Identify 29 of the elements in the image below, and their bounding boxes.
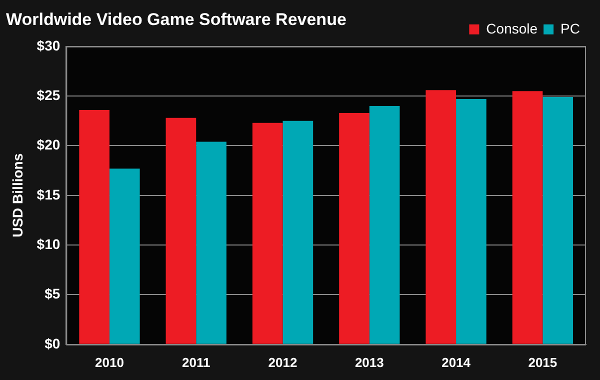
x-tick-label: 2013 bbox=[354, 354, 384, 370]
y-tick-label: $5 bbox=[44, 286, 60, 302]
y-tick-label: $0 bbox=[44, 335, 60, 352]
bar bbox=[252, 122, 283, 344]
bar bbox=[512, 91, 543, 344]
y-tick-label: $20 bbox=[36, 136, 60, 153]
x-tick-label: 2011 bbox=[182, 354, 210, 370]
bar bbox=[369, 106, 400, 344]
y-tick-label: $15 bbox=[36, 186, 60, 202]
bar bbox=[109, 168, 140, 344]
bar bbox=[196, 142, 226, 344]
bar bbox=[166, 118, 196, 344]
legend-label: Console bbox=[486, 20, 538, 36]
bar bbox=[79, 110, 110, 344]
bar bbox=[426, 90, 456, 344]
chart-title: Worldwide Video Game Software Revenue bbox=[6, 10, 346, 29]
x-tick-label: 2015 bbox=[528, 354, 558, 370]
x-tick-label: 2012 bbox=[268, 354, 298, 370]
bar bbox=[456, 99, 486, 344]
y-tick-label: $10 bbox=[36, 236, 60, 252]
legend-label: PC bbox=[560, 20, 580, 36]
y-tick-label: $25 bbox=[36, 86, 60, 103]
y-axis-title: USD Billions bbox=[9, 153, 26, 238]
y-tick-label: $30 bbox=[36, 37, 60, 54]
x-tick-label: 2010 bbox=[95, 354, 124, 370]
bar bbox=[339, 112, 370, 344]
x-tick-label: 2014 bbox=[442, 354, 472, 370]
bar bbox=[282, 120, 314, 344]
bar bbox=[542, 97, 574, 344]
